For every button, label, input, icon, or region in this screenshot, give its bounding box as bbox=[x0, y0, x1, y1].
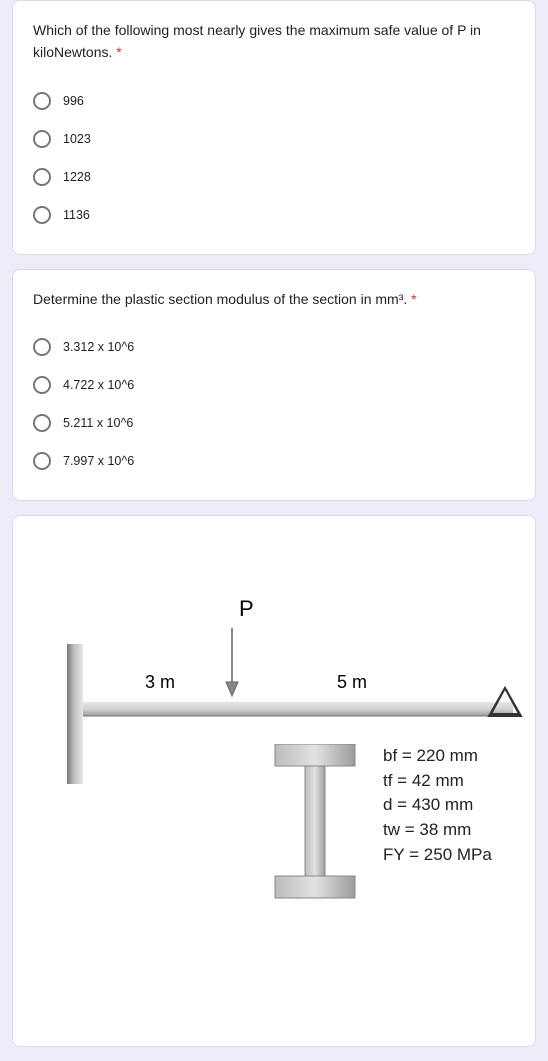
option-label: 3.312 x 10^6 bbox=[63, 340, 134, 354]
option-row[interactable]: 5.211 x 10^6 bbox=[33, 404, 515, 442]
radio-icon bbox=[33, 168, 51, 186]
option-row[interactable]: 7.997 x 10^6 bbox=[33, 442, 515, 480]
radio-icon bbox=[33, 376, 51, 394]
required-mark: * bbox=[116, 44, 121, 60]
spec-tf: tf = 42 mm bbox=[383, 769, 492, 794]
option-row[interactable]: 996 bbox=[33, 82, 515, 120]
radio-icon bbox=[33, 338, 51, 356]
option-label: 5.211 x 10^6 bbox=[63, 416, 133, 430]
option-row[interactable]: 4.722 x 10^6 bbox=[33, 366, 515, 404]
span-left-label: 3 m bbox=[145, 672, 175, 693]
option-row[interactable]: 1136 bbox=[33, 196, 515, 234]
option-label: 7.997 x 10^6 bbox=[63, 454, 134, 468]
spec-block: bf = 220 mm tf = 42 mm d = 430 mm tw = 3… bbox=[383, 744, 492, 867]
radio-icon bbox=[33, 130, 51, 148]
spec-fy: FY = 250 MPa bbox=[383, 843, 492, 868]
option-label: 4.722 x 10^6 bbox=[63, 378, 134, 392]
q2-text: Determine the plastic section modulus of… bbox=[33, 291, 411, 307]
radio-icon bbox=[33, 92, 51, 110]
option-row[interactable]: 1023 bbox=[33, 120, 515, 158]
question-text-1: Which of the following most nearly gives… bbox=[33, 19, 515, 64]
span-right-label: 5 m bbox=[337, 672, 367, 693]
option-label: 996 bbox=[63, 94, 84, 108]
question-text-2: Determine the plastic section modulus of… bbox=[33, 288, 515, 310]
option-label: 1136 bbox=[63, 208, 90, 222]
diagram-card: P 3 m 5 m bbox=[12, 515, 536, 1047]
option-label: 1023 bbox=[63, 132, 91, 146]
option-label: 1228 bbox=[63, 170, 91, 184]
beam-diagram: P 3 m 5 m bbox=[27, 616, 521, 1016]
question-card-1: Which of the following most nearly gives… bbox=[12, 0, 536, 255]
radio-icon bbox=[33, 414, 51, 432]
option-row[interactable]: 3.312 x 10^6 bbox=[33, 328, 515, 366]
q1-text: Which of the following most nearly gives… bbox=[33, 22, 481, 60]
radio-icon bbox=[33, 452, 51, 470]
load-arrow-icon bbox=[222, 628, 242, 700]
spec-bf: bf = 220 mm bbox=[383, 744, 492, 769]
beam-icon bbox=[83, 702, 513, 720]
required-mark: * bbox=[411, 291, 416, 307]
ibeam-section-icon bbox=[265, 744, 365, 904]
pin-support-icon bbox=[485, 684, 525, 724]
spec-tw: tw = 38 mm bbox=[383, 818, 492, 843]
option-row[interactable]: 1228 bbox=[33, 158, 515, 196]
radio-icon bbox=[33, 206, 51, 224]
load-label-p: P bbox=[239, 596, 254, 622]
question-card-2: Determine the plastic section modulus of… bbox=[12, 269, 536, 501]
spec-d: d = 430 mm bbox=[383, 793, 492, 818]
